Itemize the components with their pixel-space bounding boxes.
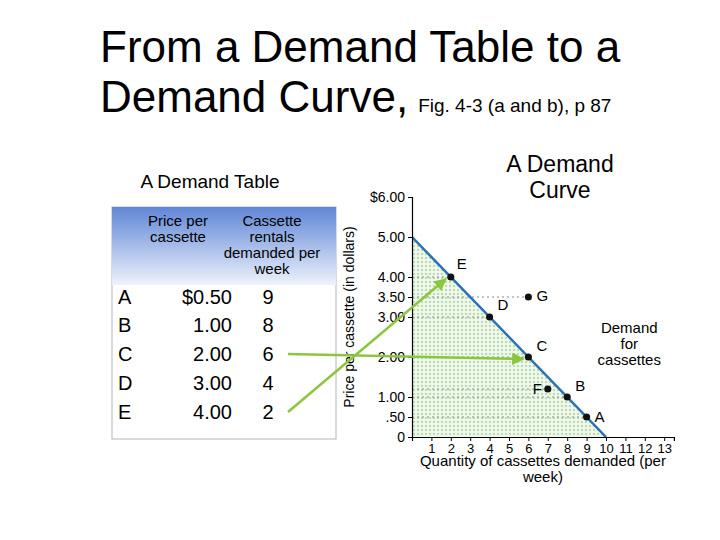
guide-line: [412, 389, 548, 390]
price-cell: 3.00: [193, 372, 232, 394]
y-tick-mark: [408, 297, 412, 298]
figure-ref: Fig. 4-3 (a and b), p 87: [418, 95, 611, 116]
column-header: Cassetterentalsdemanded perweek: [224, 212, 321, 277]
guide-line: [412, 397, 567, 398]
point: [525, 353, 532, 360]
y-tick-label: 4.00: [378, 269, 405, 285]
y-tick-label: $6.00: [370, 189, 405, 205]
text-line: From a Demand Table to a: [100, 22, 621, 71]
figure: From a Demand Table to aDemand Curve,Fig…: [0, 0, 720, 540]
row-label: D: [118, 372, 132, 394]
text-line: cassette: [150, 228, 206, 245]
quantity-cell: 8: [262, 314, 273, 336]
guide-line: [412, 317, 490, 318]
point-label: B: [575, 377, 585, 394]
y-axis-title: Price per cassette (in dollars): [341, 226, 357, 407]
point: [564, 393, 571, 400]
y-tick-label: 3.50: [378, 289, 405, 305]
y-tick: $6.00: [370, 189, 412, 205]
quantity-cell: 4: [262, 372, 273, 394]
y-axis: 0.501.002.003.003.504.005.00$6.00: [370, 189, 413, 445]
y-tick: 5.00: [378, 229, 412, 245]
y-tick-mark: [408, 397, 412, 398]
price-cell: $0.50: [182, 286, 232, 308]
text-line: Cassette: [242, 212, 301, 229]
point: [525, 293, 532, 300]
point-label: A: [595, 408, 605, 425]
connector-arrow: [288, 279, 446, 412]
point: [583, 413, 590, 420]
text-line: week): [522, 468, 563, 485]
y-tick: 0: [397, 429, 412, 445]
y-tick-mark: [408, 237, 412, 238]
y-tick-label: 1.00: [378, 389, 405, 405]
plot-area: [412, 237, 606, 437]
row-label: E: [118, 401, 131, 423]
y-axis-line: [408, 198, 413, 438]
point: [486, 313, 493, 320]
y-tick: 1.00: [378, 389, 412, 405]
row-label: A: [118, 286, 132, 308]
series-label: Demandforcassettes: [598, 319, 661, 368]
text-line: cassettes: [598, 351, 661, 368]
y-tick: 4.00: [378, 269, 412, 285]
text-line: rentals: [249, 228, 294, 245]
table-frame: [112, 207, 336, 439]
text-line: week: [253, 260, 290, 277]
price-cell: 4.00: [193, 401, 232, 423]
point-label: G: [536, 287, 548, 304]
quantity-cell: 6: [262, 343, 273, 365]
point: [544, 385, 551, 392]
page-title: From a Demand Table to aDemand Curve,: [100, 22, 621, 121]
point-label: C: [536, 337, 547, 354]
y-tick-label: 5.00: [378, 229, 405, 245]
column-header: Price percassette: [148, 212, 208, 245]
y-tick-label: .50: [386, 409, 406, 425]
y-tick-mark: [408, 437, 412, 438]
row-label: B: [118, 314, 131, 336]
price-cell: 2.00: [193, 343, 232, 365]
demand-line: [412, 237, 606, 437]
quantity-cell: 9: [262, 286, 273, 308]
y-tick-mark: [408, 317, 412, 318]
row-label: C: [118, 343, 132, 365]
text-line: Quantity of cassettes demanded (per: [420, 452, 666, 469]
y-tick-mark: [408, 417, 412, 418]
chart-title: A DemandCurve: [506, 151, 613, 203]
demand-area: [412, 237, 606, 437]
point-label: E: [457, 255, 467, 272]
quantity-cell: 2: [262, 401, 273, 423]
connector-arrow: [288, 354, 523, 359]
table-header-bg: [112, 207, 336, 285]
text-line: Demand Curve,: [100, 72, 408, 121]
y-tick-label: 0: [397, 429, 405, 445]
point-label: F: [533, 380, 542, 397]
table-title: A Demand Table: [140, 171, 279, 192]
y-tick-mark: [408, 277, 412, 278]
text-line: Curve: [529, 177, 590, 203]
guide-line: [412, 417, 587, 418]
text-line: Demand: [601, 319, 658, 336]
text-line: Price per: [148, 212, 208, 229]
point-label: D: [498, 296, 509, 313]
y-tick: 3.50: [378, 289, 412, 305]
y-tick: .50: [386, 409, 412, 425]
text-line: for: [621, 335, 639, 352]
text-line: demanded per: [224, 244, 321, 261]
guide-line: [412, 277, 451, 278]
point: [447, 273, 454, 280]
x-axis-title: Quantity of cassettes demanded (perweek): [420, 452, 666, 485]
price-cell: 1.00: [193, 314, 232, 336]
y-tick-mark: [408, 197, 412, 198]
text-line: A Demand: [506, 151, 613, 177]
